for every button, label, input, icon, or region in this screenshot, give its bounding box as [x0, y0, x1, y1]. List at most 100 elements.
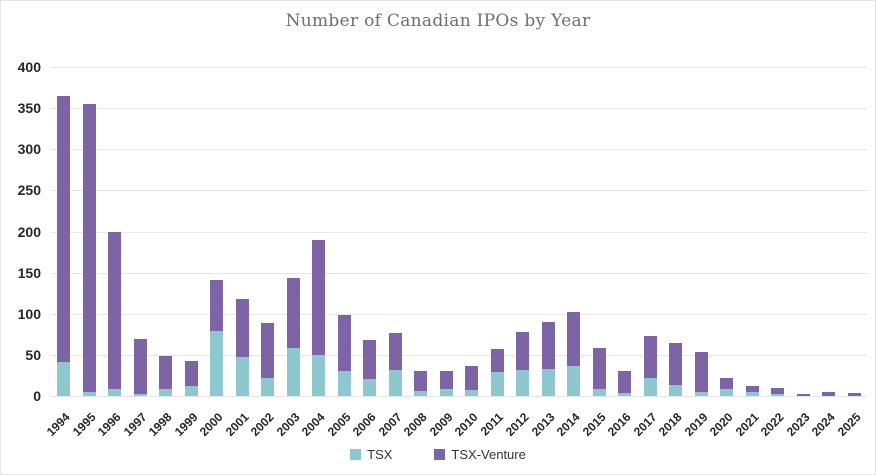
- x-axis-label-1995: 1995: [69, 410, 99, 439]
- x-axis-label-2013: 2013: [528, 410, 558, 439]
- bar-segment-tsx-1998: [159, 388, 173, 396]
- x-axis-label-2023: 2023: [783, 410, 813, 439]
- bar-segment-tsx-1997: [133, 394, 147, 396]
- bar-segment-tsx-venture-2001: [235, 298, 249, 357]
- x-axis-label-2017: 2017: [630, 410, 660, 439]
- bar-segment-tsx-venture-2012: [516, 331, 530, 370]
- chart-title: Number of Canadian IPOs by Year: [285, 11, 591, 31]
- x-axis-label-2021: 2021: [732, 410, 762, 439]
- x-axis-label-2009: 2009: [426, 410, 456, 439]
- gridline-250: [51, 190, 867, 192]
- bar-segment-tsx-2003: [286, 348, 300, 396]
- bar-segment-tsx-venture-2007: [388, 332, 402, 370]
- bar-segment-tsx-venture-1994: [57, 95, 71, 363]
- bar-segment-tsx-2013: [541, 368, 555, 396]
- y-axis-label-100: 100: [17, 305, 41, 322]
- x-axis-label-1998: 1998: [145, 410, 175, 439]
- x-axis-label-2011: 2011: [477, 410, 507, 439]
- x-axis-label-2025: 2025: [834, 410, 864, 439]
- x-axis-label-2024: 2024: [808, 410, 838, 439]
- bar-segment-tsx-venture-2017: [643, 335, 657, 378]
- bar-segment-tsx-2004: [312, 354, 326, 396]
- bar-segment-tsx-venture-2023: [796, 393, 810, 396]
- bar-segment-tsx-venture-2019: [694, 352, 708, 392]
- y-axis-label-300: 300: [17, 141, 41, 158]
- x-axis-label-1994: 1994: [43, 410, 73, 439]
- bar-segment-tsx-venture-2021: [745, 386, 759, 392]
- bar-segment-tsx-venture-1996: [108, 232, 122, 389]
- bar-segment-tsx-2008: [414, 391, 428, 396]
- bar-segment-tsx-venture-1997: [133, 339, 147, 395]
- bar-segment-tsx-2011: [490, 372, 504, 396]
- bar-segment-tsx-2021: [745, 391, 759, 396]
- bar-segment-tsx-2007: [388, 369, 402, 396]
- legend-swatch-tsx-venture: [434, 449, 446, 460]
- y-axis-label-250: 250: [17, 182, 41, 199]
- bar-segment-tsx-venture-1999: [184, 361, 198, 387]
- x-axis-label-2000: 2000: [196, 410, 226, 439]
- bar-segment-tsx-venture-2018: [669, 342, 683, 386]
- bar-segment-tsx-2012: [516, 369, 530, 396]
- bar-segment-tsx-1996: [108, 388, 122, 396]
- gridline-200: [51, 231, 867, 233]
- bar-segment-tsx-venture-2003: [286, 278, 300, 349]
- bar-segment-tsx-venture-2008: [414, 370, 428, 392]
- bar-segment-tsx-1994: [57, 362, 71, 396]
- bar-segment-tsx-venture-2002: [261, 322, 275, 378]
- legend-swatch-tsx: [350, 449, 362, 460]
- gridline-50: [51, 354, 867, 356]
- bar-segment-tsx-venture-2020: [720, 377, 734, 389]
- bar-segment-tsx-venture-2024: [822, 391, 836, 396]
- bar-segment-tsx-2016: [618, 392, 632, 396]
- x-axis-label-2008: 2008: [400, 410, 430, 439]
- legend-label-tsx-venture: TSX-Venture: [451, 447, 526, 462]
- x-axis-label-2012: 2012: [502, 410, 532, 439]
- bar-segment-tsx-venture-2004: [312, 239, 326, 355]
- x-axis-label-2019: 2019: [681, 410, 711, 439]
- x-axis-label-2001: 2001: [222, 410, 252, 439]
- bar-segment-tsx-venture-2009: [439, 370, 453, 390]
- bar-segment-tsx-2014: [567, 366, 581, 396]
- bar-segment-tsx-2019: [694, 391, 708, 396]
- bar-segment-tsx-venture-2005: [337, 315, 351, 372]
- y-axis-label-400: 400: [17, 59, 41, 75]
- bar-segment-tsx-2000: [210, 331, 224, 396]
- bar-segment-tsx-venture-1998: [159, 355, 173, 389]
- bar-segment-tsx-venture-2015: [592, 348, 606, 390]
- x-axis-label-2022: 2022: [757, 410, 787, 439]
- gridline-0: [51, 396, 867, 397]
- bar-segment-tsx-2020: [720, 388, 734, 396]
- x-axis-label-1996: 1996: [94, 410, 124, 439]
- x-axis-label-2010: 2010: [451, 410, 481, 439]
- bar-segment-tsx-2009: [439, 389, 453, 396]
- bar-segment-tsx-2010: [465, 390, 479, 396]
- bar-segment-tsx-venture-2006: [363, 340, 377, 379]
- gridline-150: [51, 272, 867, 274]
- legend-item-tsx-venture: TSX-Venture: [434, 447, 526, 462]
- gridline-100: [51, 313, 867, 315]
- x-axis-label-2005: 2005: [324, 410, 354, 439]
- x-axis-label-2003: 2003: [273, 410, 303, 439]
- bar-segment-tsx-venture-2022: [771, 387, 785, 395]
- x-axis-label-2016: 2016: [604, 410, 634, 439]
- bar-segment-tsx-2002: [261, 377, 275, 396]
- x-axis-label-1999: 1999: [171, 410, 201, 439]
- bar-segment-tsx-2006: [363, 378, 377, 396]
- bar-segment-tsx-venture-2000: [210, 280, 224, 331]
- x-axis-label-2006: 2006: [349, 410, 379, 439]
- x-axis-label-2004: 2004: [298, 410, 328, 439]
- legend-item-tsx: TSX: [350, 447, 392, 462]
- x-axis-label-2018: 2018: [655, 410, 685, 439]
- bar-segment-tsx-venture-2011: [490, 349, 504, 373]
- legend: TSX TSX-Venture: [1, 447, 875, 462]
- bar-segment-tsx-venture-2010: [465, 366, 479, 391]
- y-axis-label-150: 150: [17, 264, 41, 281]
- y-axis-label-200: 200: [17, 223, 41, 240]
- bar-segment-tsx-2018: [669, 385, 683, 396]
- y-axis-label-350: 350: [17, 100, 41, 117]
- y-axis-label-50: 50: [25, 346, 41, 363]
- bar-segment-tsx-2017: [643, 377, 657, 396]
- x-axis-label-2020: 2020: [706, 410, 736, 439]
- gridline-300: [51, 149, 867, 151]
